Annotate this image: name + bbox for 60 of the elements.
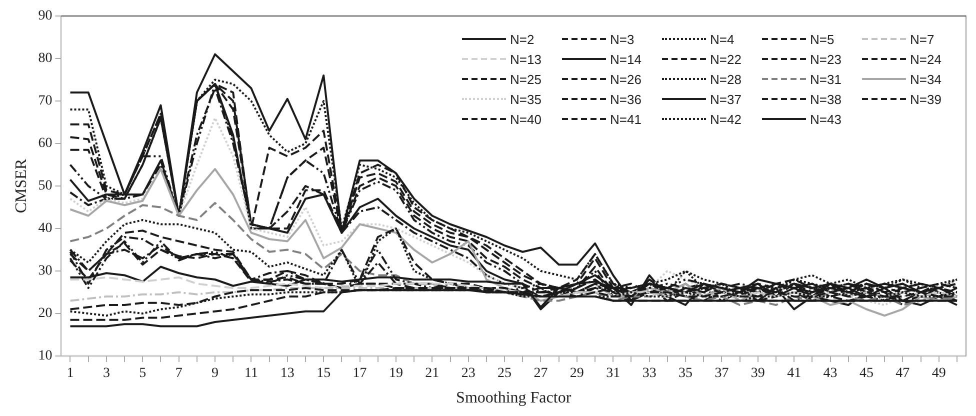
legend-label: N=4 bbox=[710, 32, 734, 46]
x-tick-label: 7 bbox=[175, 366, 182, 382]
y-tick-label: 60 bbox=[38, 136, 52, 152]
legend-label: N=3 bbox=[610, 32, 634, 46]
x-tick-label: 3 bbox=[102, 366, 110, 382]
y-tick-label: 50 bbox=[38, 178, 52, 194]
legend-label: N=7 bbox=[910, 32, 934, 46]
y-tick-label: 40 bbox=[38, 221, 52, 236]
y-axis-title: CMSER bbox=[12, 158, 30, 214]
x-tick-label: 13 bbox=[280, 366, 294, 382]
y-tick-label: 80 bbox=[38, 51, 52, 66]
x-tick-label: 39 bbox=[750, 366, 765, 382]
legend-label: N=31 bbox=[810, 72, 842, 86]
x-tick-label: 47 bbox=[896, 366, 910, 382]
legend-label: N=37 bbox=[710, 92, 742, 106]
legend-label: N=39 bbox=[910, 92, 942, 106]
legend-label: N=35 bbox=[510, 92, 542, 106]
x-tick-label: 19 bbox=[388, 366, 403, 382]
x-axis-title: Smoothing Factor bbox=[456, 390, 572, 407]
legend-label: N=36 bbox=[610, 92, 642, 106]
x-tick-label: 21 bbox=[425, 366, 440, 382]
y-tick-label: 10 bbox=[38, 348, 52, 364]
y-tick-label: 20 bbox=[38, 306, 52, 322]
x-tick-label: 29 bbox=[570, 366, 584, 382]
legend-label: N=24 bbox=[910, 52, 942, 66]
legend-label: N=43 bbox=[810, 112, 842, 126]
x-tick-label: 35 bbox=[678, 366, 693, 382]
y-tick-label: 30 bbox=[38, 264, 52, 279]
x-tick-label: 33 bbox=[642, 366, 656, 382]
legend-label: N=5 bbox=[810, 32, 834, 46]
legend-label: N=38 bbox=[810, 92, 842, 106]
x-tick-label: 9 bbox=[212, 366, 219, 382]
legend-label: N=25 bbox=[510, 72, 542, 86]
legend-label: N=40 bbox=[510, 112, 542, 126]
legend-label: N=22 bbox=[710, 52, 742, 66]
x-tick-label: 41 bbox=[787, 366, 802, 382]
legend-label: N=14 bbox=[610, 52, 642, 66]
x-tick-label: 25 bbox=[498, 366, 512, 382]
legend-label: N=13 bbox=[510, 52, 542, 66]
x-tick-label: 37 bbox=[714, 366, 729, 382]
legend-label: N=28 bbox=[710, 72, 742, 86]
legend-label: N=42 bbox=[710, 112, 742, 126]
x-tick-label: 49 bbox=[932, 366, 946, 382]
x-tick-label: 11 bbox=[244, 366, 258, 382]
legend-label: N=41 bbox=[610, 112, 642, 126]
y-tick-label: 90 bbox=[38, 8, 52, 24]
x-tick-label: 23 bbox=[461, 366, 476, 382]
x-tick-label: 43 bbox=[823, 366, 838, 382]
legend-label: N=23 bbox=[810, 52, 842, 66]
x-tick-label: 45 bbox=[859, 366, 874, 382]
y-tick-label: 70 bbox=[38, 94, 52, 109]
x-tick-label: 17 bbox=[352, 366, 367, 382]
legend-label: N=2 bbox=[510, 32, 534, 46]
x-tick-label: 15 bbox=[316, 366, 331, 382]
x-tick-label: 27 bbox=[534, 366, 548, 382]
x-tick-label: 1 bbox=[66, 366, 74, 382]
x-tick-label: 31 bbox=[606, 366, 620, 382]
legend-label: N=26 bbox=[610, 72, 642, 86]
x-tick-label: 5 bbox=[139, 366, 146, 382]
legend-label: N=34 bbox=[910, 72, 942, 86]
